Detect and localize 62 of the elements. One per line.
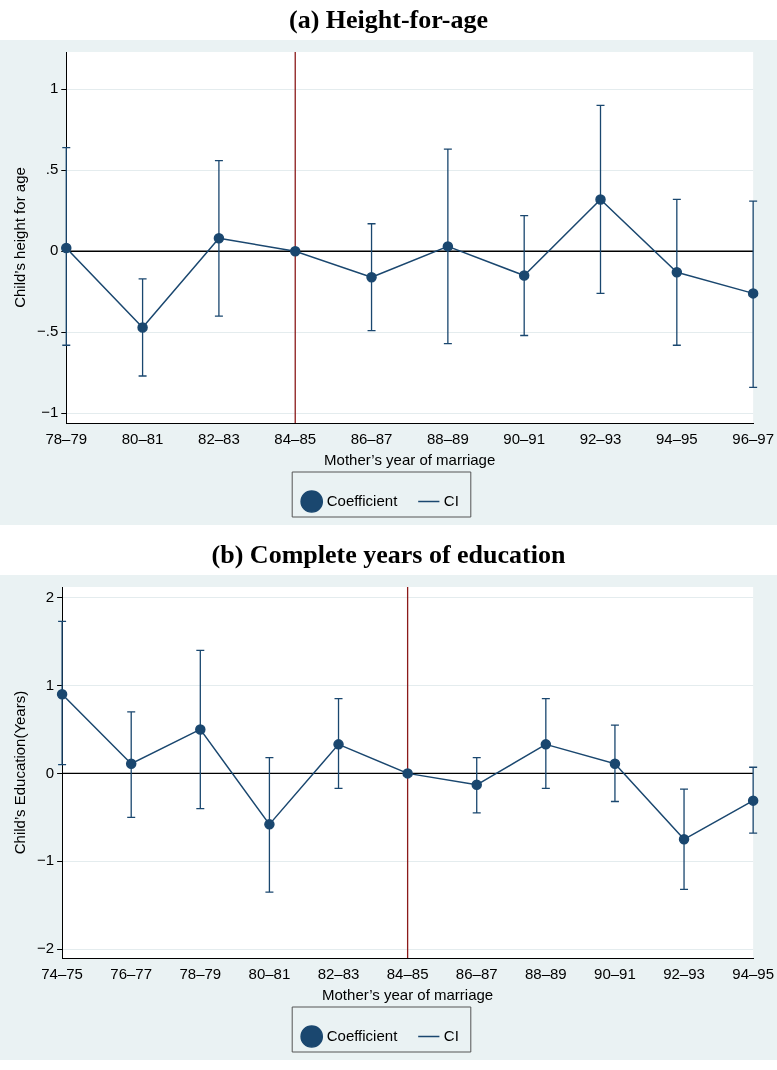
y-tick-label: −1: [41, 403, 59, 421]
x-tick-label: 96–97: [732, 430, 774, 448]
point: [366, 271, 377, 283]
x-tick-label: 90–91: [503, 430, 546, 448]
x-tick-label: 92–93: [663, 965, 705, 983]
x-tick-label: 74–75: [41, 965, 83, 983]
legend-label: Coefficient: [326, 491, 399, 509]
point: [518, 270, 530, 281]
point: [195, 724, 206, 735]
x-tick-label: 76–77: [110, 965, 153, 983]
x-tick-label: 94–95: [655, 430, 698, 448]
x-tick-label: 88–89: [427, 430, 469, 448]
point: [333, 739, 344, 750]
x-tick-label: 82–83: [317, 965, 360, 983]
x-tick-label: 82–83: [198, 430, 240, 448]
y-tick-label: −2: [36, 939, 55, 957]
text: CI: [443, 491, 459, 509]
point: [402, 768, 413, 779]
x-tick-label: 90–91: [594, 965, 636, 983]
point: [56, 689, 68, 700]
x-axis-title: Mother’s year of marriage: [324, 451, 496, 469]
point: [747, 795, 759, 806]
point: [609, 758, 621, 769]
y-axis-title: Child’s height for age: [11, 167, 29, 308]
point: [442, 241, 454, 252]
point: [471, 779, 482, 791]
y-tick-label: 0: [45, 763, 55, 781]
point: [289, 246, 301, 257]
y-tick-label: .5: [45, 160, 59, 178]
x-tick-label: 84–85: [386, 965, 429, 983]
text: CI: [443, 1026, 459, 1044]
x-tick-label: 92–93: [579, 430, 622, 448]
point: [671, 267, 683, 278]
y-tick-label: 2: [45, 587, 55, 605]
point: [213, 233, 225, 244]
point: [595, 194, 606, 205]
x-tick-label: 86–87: [455, 965, 498, 983]
x-tick-label: 78–79: [45, 430, 88, 448]
legend-label: Coefficient: [326, 1026, 399, 1044]
y-tick-label: −.5: [36, 322, 59, 340]
x-tick-label: 94–95: [732, 965, 774, 983]
point: [264, 819, 275, 830]
y-tick-label: 0: [49, 241, 59, 259]
x-tick-label: 80–81: [248, 965, 291, 983]
x-tick-label: 80–81: [121, 430, 164, 448]
x-tick-label: 88–89: [524, 965, 567, 983]
point: [61, 242, 72, 254]
point: [678, 834, 690, 845]
chart-title: (b) Complete years of education: [210, 539, 567, 571]
x-axis-title: Mother’s year of marriage: [322, 986, 494, 1004]
chart-title: (a) Height-for-age: [288, 4, 489, 36]
x-tick-label: 86–87: [350, 430, 393, 448]
y-tick-label: −1: [36, 851, 55, 869]
y-axis-title: Child’s Education(Years): [11, 690, 29, 855]
x-tick-label: 84–85: [274, 430, 317, 448]
point: [125, 758, 137, 769]
x-tick-label: 78–79: [179, 965, 222, 983]
point: [540, 739, 552, 750]
point: [747, 288, 759, 299]
y-tick-label: 1: [45, 675, 55, 693]
y-tick-label: 1: [49, 79, 59, 97]
point: [137, 322, 148, 333]
